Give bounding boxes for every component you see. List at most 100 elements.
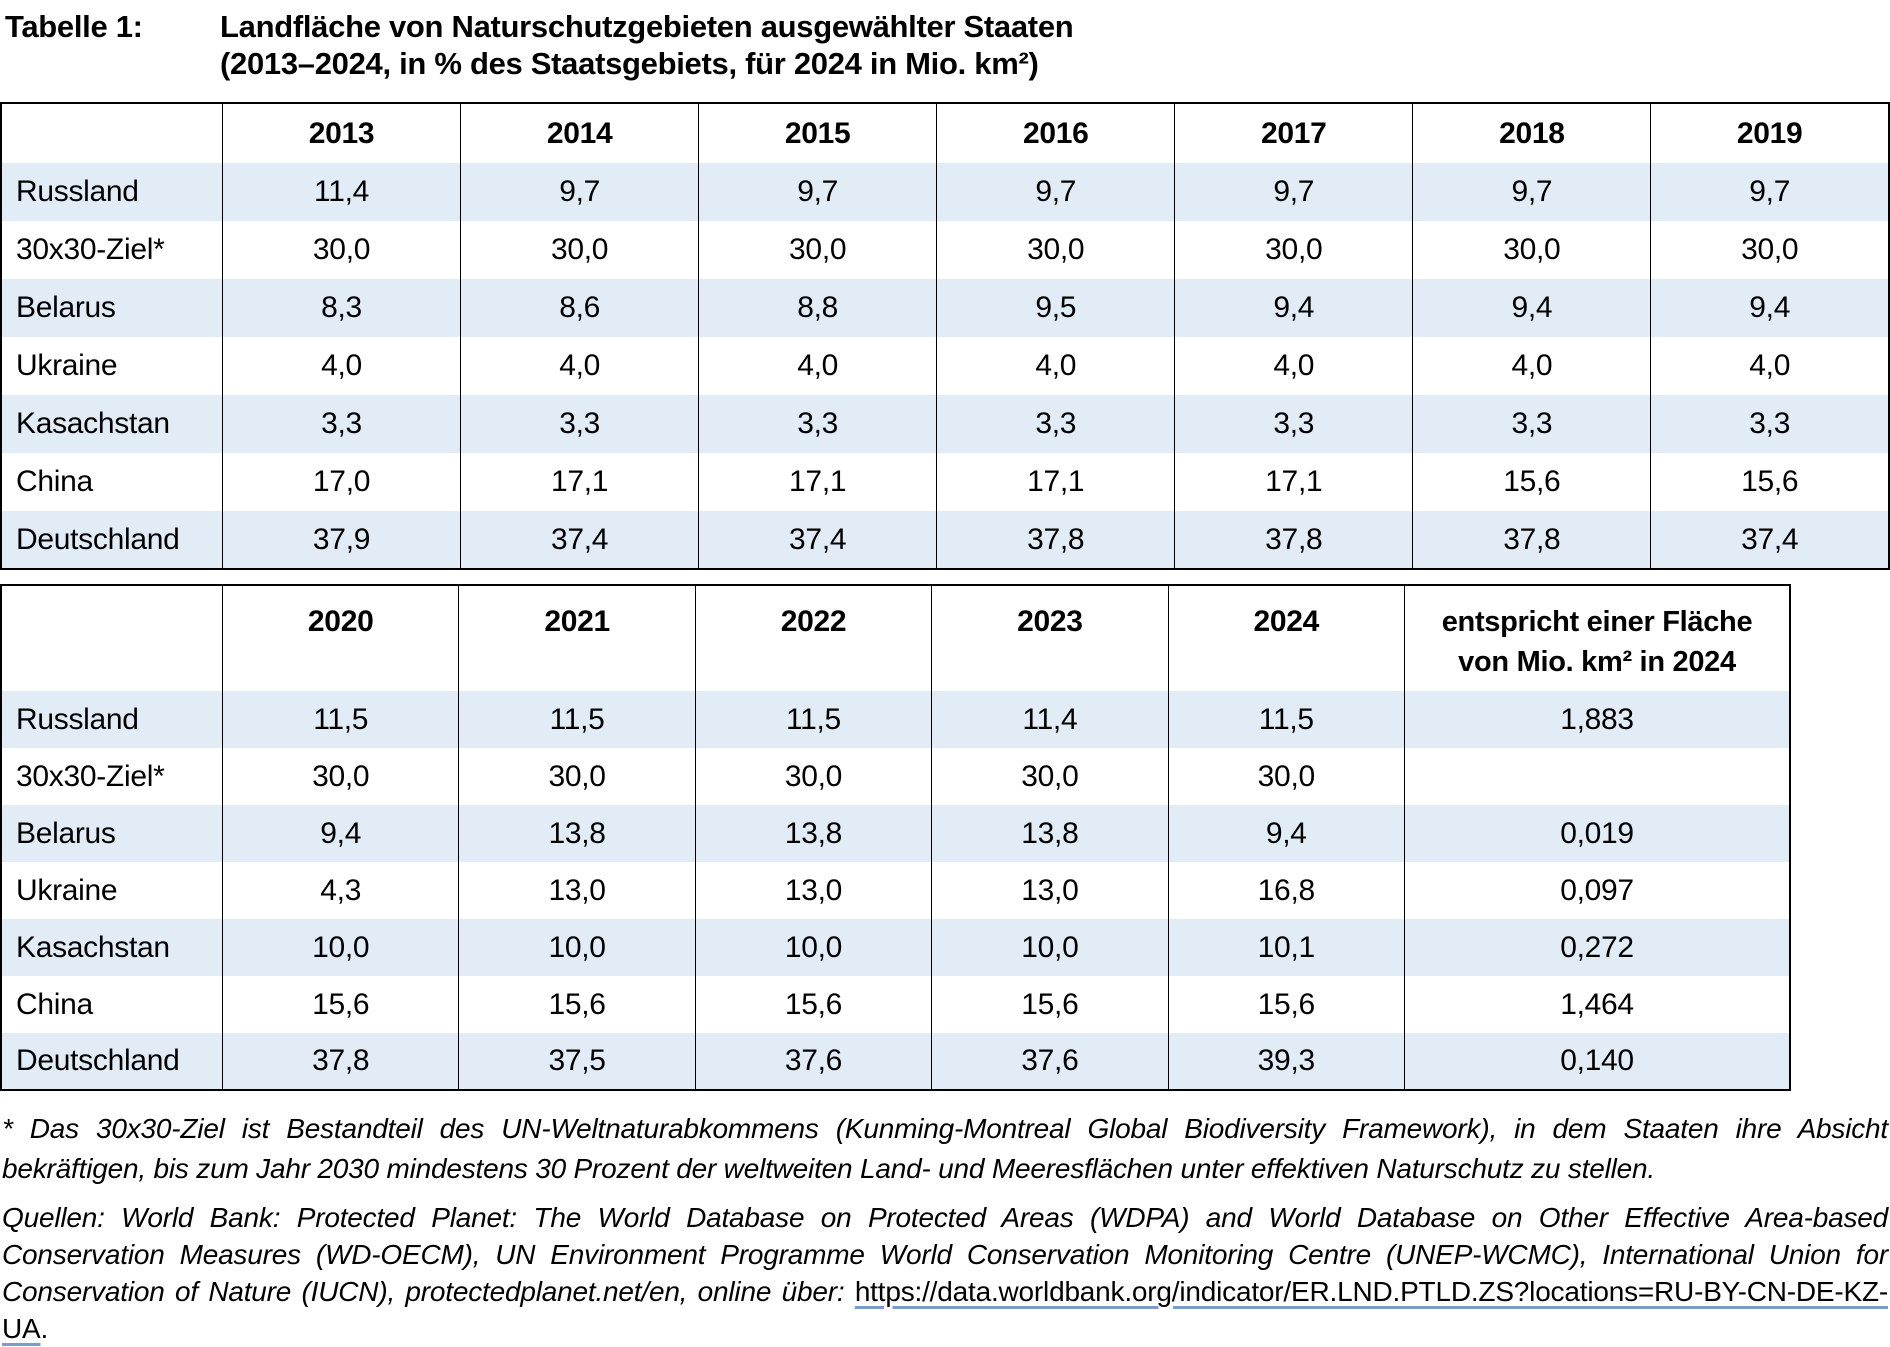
- value-cell: 9,7: [698, 163, 937, 221]
- value-cell: 4,0: [1412, 337, 1651, 395]
- table-row: Kasachstan 3,3 3,3 3,3 3,3 3,3 3,3 3,3: [1, 395, 1889, 453]
- value-cell: 13,0: [694, 862, 932, 919]
- row-label-cell: China: [16, 465, 93, 498]
- year-column-header: 2022: [694, 585, 932, 691]
- value-cell: 15,6: [1412, 453, 1651, 511]
- value-cell: 9,4: [221, 805, 459, 862]
- year-column-header: 2019: [1650, 103, 1889, 163]
- row-label-cell: China: [16, 987, 93, 1021]
- value-cell: 30,0: [221, 748, 459, 805]
- table-row: China 17,0 17,1 17,1 17,1 17,1 15,6 15,6: [1, 453, 1889, 511]
- row-label-cell: Ukraine: [16, 349, 118, 382]
- area-column-header: entspricht einer Fläche von Mio. km² in 2…: [1404, 585, 1790, 691]
- value-cell: 3,3: [1650, 395, 1889, 453]
- value-cell: 11,5: [458, 691, 696, 748]
- row-label-cell: Ukraine: [16, 873, 118, 907]
- value-cell: 30,0: [460, 221, 699, 279]
- value-cell: 30,0: [931, 748, 1169, 805]
- value-cell: 10,0: [694, 919, 932, 976]
- value-cell: 9,4: [1167, 805, 1405, 862]
- value-cell: 11,5: [694, 691, 932, 748]
- value-cell: 4,0: [698, 337, 937, 395]
- value-cell: 3,3: [460, 395, 699, 453]
- value-cell: 3,3: [1412, 395, 1651, 453]
- value-cell: 15,6: [458, 976, 696, 1033]
- value-cell: 4,0: [460, 337, 699, 395]
- value-cell: 4,0: [1650, 337, 1889, 395]
- table-row: Deutschland 37,9 37,4 37,4 37,8 37,8 37,8 37,4: [1, 511, 1889, 569]
- protected-areas-table-2020-2024: 2020 2021 2022 2023 2024 entspricht einer Flä…: [0, 584, 1791, 1091]
- value-cell: 9,7: [460, 163, 699, 221]
- title-line-1: Landfläche von Naturschutzgebieten ausge…: [220, 9, 1074, 44]
- value-cell: 15,6: [694, 976, 932, 1033]
- value-cell: 4,0: [936, 337, 1175, 395]
- value-cell: 30,0: [1412, 221, 1651, 279]
- table-row: 30x30-Ziel* 30,0 30,0 30,0 30,0 30,0: [1, 748, 1790, 805]
- row-label-cell: Kasachstan: [16, 407, 170, 440]
- value-cell: 37,8: [1174, 511, 1413, 569]
- table-title-text: Landfläche von Naturschutzgebieten ausge…: [220, 8, 1074, 82]
- value-cell: 8,3: [221, 279, 461, 337]
- table-row: Kasachstan 10,0 10,0 10,0 10,0 10,1 0,272: [1, 919, 1790, 976]
- value-cell: 16,8: [1167, 862, 1405, 919]
- value-cell: 9,7: [1174, 163, 1413, 221]
- area-value-cell: 0,097: [1404, 862, 1790, 919]
- value-cell: 11,4: [931, 691, 1169, 748]
- value-cell: 9,5: [936, 279, 1175, 337]
- protected-areas-table-2013-2019: 2013 2014 2015 2016 2017 2018 2019 Russland 11,…: [0, 102, 1890, 570]
- year-column-header: 2016: [936, 103, 1175, 163]
- value-cell: 30,0: [1174, 221, 1413, 279]
- value-cell: 3,3: [936, 395, 1175, 453]
- value-cell: 37,4: [1650, 511, 1889, 569]
- year-column-header: 2024: [1167, 585, 1405, 691]
- value-cell: 3,3: [221, 395, 461, 453]
- table-row: Belarus 9,4 13,8 13,8 13,8 9,4 0,019: [1, 805, 1790, 862]
- area-value-cell: [1404, 748, 1790, 805]
- row-label-cell: Belarus: [16, 816, 116, 850]
- area-value-cell: 1,464: [1404, 976, 1790, 1033]
- area-value-cell: 0,140: [1404, 1033, 1790, 1090]
- table-row: Ukraine 4,0 4,0 4,0 4,0 4,0 4,0 4,0: [1, 337, 1889, 395]
- value-cell: 30,0: [698, 221, 937, 279]
- value-cell: 9,4: [1650, 279, 1889, 337]
- value-cell: 37,8: [221, 1033, 459, 1090]
- value-cell: 17,1: [460, 453, 699, 511]
- value-cell: 11,5: [1167, 691, 1405, 748]
- row-label-cell: Deutschland: [16, 1044, 180, 1077]
- value-cell: 13,0: [931, 862, 1169, 919]
- value-cell: 30,0: [458, 748, 696, 805]
- table-row: Belarus 8,3 8,6 8,8 9,5 9,4 9,4 9,4: [1, 279, 1889, 337]
- row-label-cell: 30x30-Ziel*: [16, 233, 165, 266]
- value-cell: 30,0: [1167, 748, 1405, 805]
- area-column-header-line: von Mio. km² in 2024: [1458, 646, 1736, 678]
- year-column-header: 2020: [221, 585, 459, 691]
- row-label-cell: Kasachstan: [16, 930, 170, 964]
- table-row: Ukraine 4,3 13,0 13,0 13,0 16,8 0,097: [1, 862, 1790, 919]
- table-row: 30x30-Ziel* 30,0 30,0 30,0 30,0 30,0 30,0 30,0: [1, 221, 1889, 279]
- year-column-header: 2017: [1174, 103, 1413, 163]
- value-cell: 4,0: [221, 337, 461, 395]
- value-cell: 9,4: [1412, 279, 1651, 337]
- value-cell: 10,0: [931, 919, 1169, 976]
- sources-note: Quellen: World Bank: Protected Planet: T…: [2, 1199, 1888, 1347]
- year-column-header: 2014: [460, 103, 699, 163]
- table-row: Russland 11,5 11,5 11,5 11,4 11,5 1,883: [1, 691, 1790, 748]
- value-cell: 37,4: [460, 511, 699, 569]
- value-cell: 37,4: [698, 511, 937, 569]
- value-cell: 30,0: [936, 221, 1175, 279]
- value-cell: 15,6: [221, 976, 459, 1033]
- header-row: 2020 2021 2022 2023 2024 entspricht einer Flä…: [1, 585, 1790, 691]
- table-number-label: Tabelle 1:: [5, 9, 143, 44]
- value-cell: 15,6: [931, 976, 1169, 1033]
- value-cell: 30,0: [221, 221, 461, 279]
- sources-text: Quellen: World Bank: Protected Planet: T…: [2, 1202, 1888, 1307]
- row-label-cell: Russland: [16, 175, 139, 208]
- value-cell: 17,1: [1174, 453, 1413, 511]
- row-label-cell: Russland: [16, 702, 139, 736]
- value-cell: 39,3: [1167, 1033, 1405, 1090]
- year-column-header: 2015: [698, 103, 937, 163]
- header-row: 2013 2014 2015 2016 2017 2018 2019: [1, 103, 1889, 163]
- table-row: China 15,6 15,6 15,6 15,6 15,6 1,464: [1, 976, 1790, 1033]
- value-cell: 4,3: [221, 862, 459, 919]
